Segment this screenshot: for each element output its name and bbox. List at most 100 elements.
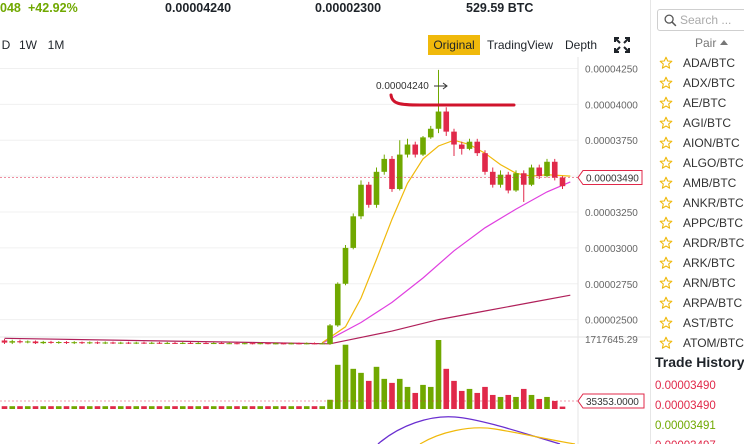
favorite-star-icon[interactable] [659, 276, 673, 290]
favorite-star-icon[interactable] [659, 316, 673, 330]
ma-medium-line [322, 181, 571, 344]
candle-body [497, 174, 504, 185]
volume-bar [311, 406, 318, 409]
candle-body [474, 141, 481, 154]
market-sidebar: Pair ADA/BTC ADX/BTC AE/BTC AGI/BTC AION/BTC… [650, 0, 744, 444]
pair-row[interactable]: ARK/BTC [651, 253, 744, 273]
candle-body [32, 341, 39, 344]
candle-body [381, 158, 388, 172]
candle-body [435, 111, 442, 129]
volume-bar [86, 406, 93, 409]
volume-bar [373, 366, 380, 409]
pair-row[interactable]: AGI/BTC [651, 113, 744, 133]
high-marker-arrow-icon [434, 82, 448, 90]
volume-bar [358, 372, 364, 409]
volume-bar [1, 406, 8, 409]
pair-row[interactable]: AE/BTC [651, 93, 744, 113]
candle-body [420, 137, 426, 155]
volume-bar [110, 406, 116, 409]
fullscreen-expand-icon[interactable] [612, 35, 632, 55]
candle-body [164, 342, 171, 344]
candle-body [551, 161, 558, 178]
pair-row[interactable]: ADA/BTC [651, 53, 744, 73]
volume-bar [71, 406, 78, 409]
favorite-star-icon[interactable] [659, 336, 673, 350]
favorite-star-icon[interactable] [659, 96, 673, 110]
volume-bar [257, 406, 264, 409]
candle-body [489, 171, 496, 185]
candle-body [94, 342, 101, 344]
interval-1w-button[interactable]: 1W [19, 38, 37, 52]
volume-bar [412, 392, 419, 409]
pair-label: AST/BTC [683, 316, 734, 330]
volume-bar [342, 344, 349, 409]
chart-grid [0, 57, 650, 444]
favorite-star-icon[interactable] [659, 136, 673, 150]
volume-bar [544, 396, 550, 409]
pair-search-input[interactable] [680, 12, 744, 28]
candle-body [234, 343, 240, 345]
favorite-star-icon[interactable] [659, 296, 673, 310]
volume-bar [396, 378, 403, 409]
volume-bar [156, 406, 163, 409]
pair-row[interactable]: ARN/BTC [651, 273, 744, 293]
volume-bar [102, 406, 109, 409]
candle-body [528, 167, 535, 185]
price-axis-label: 0.00002500 [585, 316, 638, 327]
candle-body [179, 342, 186, 344]
pair-row[interactable]: AST/BTC [651, 313, 744, 333]
search-icon [664, 14, 677, 27]
candle-body [311, 343, 318, 345]
favorite-star-icon[interactable] [659, 196, 673, 210]
pair-column-header[interactable]: Pair [695, 36, 729, 50]
favorite-star-icon[interactable] [659, 76, 673, 90]
pair-row[interactable]: AION/BTC [651, 133, 744, 153]
pair-row[interactable]: ALGO/BTC [651, 153, 744, 173]
volume-bar [203, 406, 209, 409]
candle-body [412, 144, 419, 155]
volume-bar [559, 406, 566, 409]
price-axis-label: 0.00003750 [585, 136, 638, 147]
pair-row[interactable]: ANKR/BTC [651, 193, 744, 213]
market-stats-bar: 048 +42.92% 0.00004240 0.00002300 529.59… [0, 0, 650, 20]
current-price-tag [577, 170, 643, 186]
candle-body [63, 342, 70, 344]
volume-bar [334, 364, 341, 409]
favorite-star-icon[interactable] [659, 216, 673, 230]
volume-bar [172, 406, 178, 409]
volume-bar [520, 388, 527, 409]
favorite-star-icon[interactable] [659, 56, 673, 70]
view-tradingview-button[interactable]: TradingView [486, 38, 554, 52]
interval-1m-button[interactable]: 1M [47, 38, 65, 52]
volume-bar [303, 406, 310, 409]
candle-body [365, 184, 372, 205]
candle-body [303, 343, 310, 345]
trade-history-row: 0.00003490 [655, 380, 716, 392]
candle-body [536, 167, 543, 177]
interval-d-button[interactable]: D [1, 38, 11, 52]
pair-search-box[interactable] [657, 9, 744, 31]
pair-row[interactable]: APPC/BTC [651, 213, 744, 233]
favorite-star-icon[interactable] [659, 236, 673, 250]
pair-row[interactable]: ATOM/BTC [651, 333, 744, 353]
view-depth-button[interactable]: Depth [564, 38, 598, 52]
trade-history-row: 0.00003490 [655, 400, 716, 412]
price-chart-area[interactable]: 0.000042500.000040000.000037500.00003500… [0, 57, 650, 444]
favorite-star-icon[interactable] [659, 176, 673, 190]
volume-bar [272, 406, 279, 409]
volume-bar [497, 396, 504, 409]
price-axis-label: 0.00003000 [585, 244, 638, 255]
pair-label: AMB/BTC [683, 176, 737, 190]
favorite-star-icon[interactable] [659, 116, 673, 130]
favorite-star-icon[interactable] [659, 156, 673, 170]
candle-body [241, 343, 248, 345]
view-original-button[interactable]: Original [428, 35, 480, 55]
pair-row[interactable]: AMB/BTC [651, 173, 744, 193]
favorite-star-icon[interactable] [659, 256, 673, 270]
pair-label: ARDR/BTC [683, 236, 744, 250]
pair-row[interactable]: ARDR/BTC [651, 233, 744, 253]
volume-bar [482, 386, 488, 409]
pair-row[interactable]: ARPA/BTC [651, 293, 744, 313]
candlestick-chart[interactable]: 0.000042500.000040000.000037500.00003500… [0, 57, 650, 444]
pair-row[interactable]: ADX/BTC [651, 73, 744, 93]
